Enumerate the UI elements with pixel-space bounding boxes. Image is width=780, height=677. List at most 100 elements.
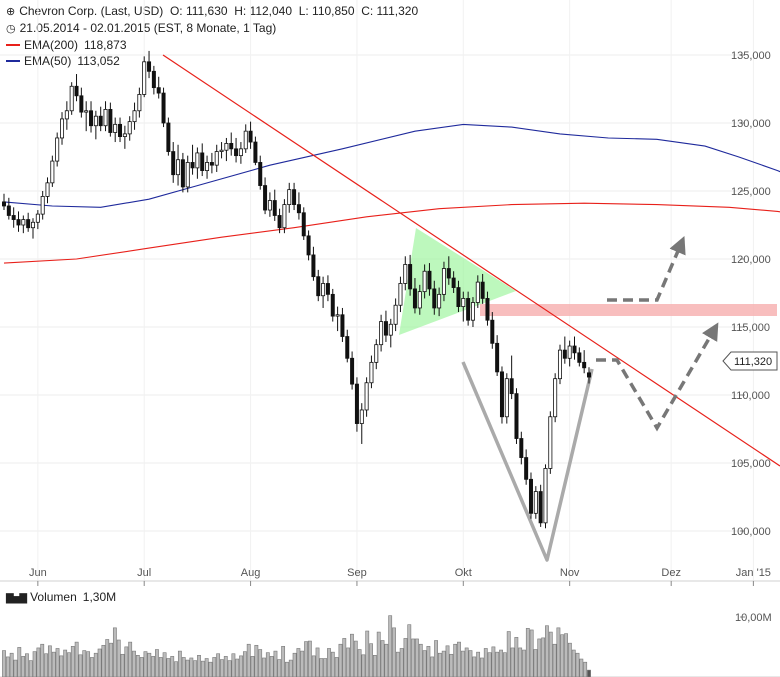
candle: [209, 152, 214, 174]
volume-bar: [472, 656, 477, 677]
volume-bar: [552, 643, 557, 677]
candle: [40, 191, 45, 220]
candle: [514, 388, 519, 444]
volume-bar: [522, 649, 526, 677]
volume-icon: ▇▅▇: [6, 593, 27, 604]
volume-bar: [74, 641, 79, 677]
candle: [553, 373, 558, 423]
volume-bar: [422, 650, 427, 677]
y-tick-label: 100,000: [731, 526, 771, 538]
volume-bar: [93, 652, 98, 677]
candle: [495, 335, 500, 376]
y-tick-label: 135,000: [731, 50, 771, 62]
candle: [248, 121, 253, 149]
volume-bar: [567, 642, 572, 677]
volume-bar: [28, 660, 33, 677]
volume-bar: [434, 640, 438, 677]
volume-bar: [147, 652, 152, 677]
candle: [354, 377, 359, 432]
volume-label: Volumen: [30, 590, 77, 604]
volume-bar: [388, 615, 393, 677]
volume-bar: [281, 646, 286, 677]
x-tick-label: Okt: [455, 567, 472, 579]
candle: [524, 449, 529, 485]
resistance-band: [480, 304, 777, 316]
ohlc-values: O: 111,630 H: 112,040 L: 110,850 C: 111,…: [169, 4, 419, 18]
candle: [277, 208, 282, 234]
candle: [340, 307, 345, 342]
candle: [335, 306, 340, 332]
candle: [350, 351, 355, 390]
volume-bar: [151, 656, 156, 677]
candle: [238, 142, 243, 164]
candle: [31, 218, 36, 239]
volume-bar: [510, 647, 515, 677]
volume-bar: [208, 661, 213, 677]
last-price-label: 111,320: [734, 356, 772, 368]
candles: [2, 50, 592, 529]
volume-bar: [476, 651, 481, 677]
volume-bar: [330, 651, 335, 677]
range-row: ◷ 21.05.2014 - 02.01.2015 (EST, 8 Monate,…: [6, 21, 276, 36]
zoom-icon[interactable]: ⊕: [6, 6, 16, 18]
projection-up-path: [607, 235, 686, 302]
candle: [383, 310, 388, 342]
candle: [6, 197, 11, 220]
volume-bar: [250, 656, 255, 677]
volume-bar: [112, 627, 117, 677]
ema-path: [3, 202, 780, 264]
candle: [470, 297, 475, 327]
volume-bar: [365, 630, 370, 677]
candle: [137, 87, 142, 118]
candle: [93, 110, 98, 140]
volume-bar: [239, 655, 243, 677]
candle: [359, 403, 364, 444]
candle: [543, 464, 548, 529]
volume-bar: [143, 651, 148, 677]
volume-bar: [235, 658, 240, 677]
candle: [171, 142, 176, 183]
candle: [200, 143, 205, 177]
candle: [224, 137, 229, 162]
candle: [50, 155, 55, 187]
volume-bar: [288, 659, 293, 677]
candle: [533, 486, 538, 519]
volume-value: 1,30M: [82, 590, 117, 604]
candle: [176, 144, 181, 186]
volume-bar: [231, 653, 236, 677]
candle: [127, 116, 132, 141]
volume-bar: [285, 661, 289, 677]
candle: [205, 155, 210, 179]
volume-bar: [185, 659, 190, 677]
volume-bar: [319, 658, 324, 677]
candle: [490, 312, 495, 349]
volume-bar: [518, 647, 523, 677]
volume-bar: [392, 627, 396, 677]
candle: [437, 287, 442, 317]
candle: [98, 106, 103, 132]
volume-bar: [514, 637, 519, 677]
volume-bar: [170, 656, 175, 677]
candle: [379, 314, 384, 352]
candle: [296, 192, 301, 220]
volume-bar: [32, 651, 37, 677]
volume-bar: [55, 648, 60, 677]
y-tick-label: 120,000: [731, 254, 771, 266]
volume-bar: [78, 654, 83, 677]
volume-bar: [315, 647, 320, 677]
ema50-value: 113,052: [77, 54, 120, 68]
volume-bar: [560, 634, 565, 677]
candle: [272, 189, 277, 221]
legend-ema50[interactable]: EMA(50) 113,052: [6, 54, 120, 68]
candle: [243, 124, 248, 153]
candle: [417, 284, 422, 315]
candle: [403, 256, 408, 291]
candle: [258, 155, 263, 190]
volume-bar: [193, 660, 198, 677]
candle: [214, 144, 219, 172]
candle: [451, 271, 456, 293]
chart-title: Chevron Corp. (Last, USD): [19, 4, 164, 18]
volume-bar: [300, 650, 305, 677]
x-tick-label: Jan '15: [736, 567, 771, 579]
